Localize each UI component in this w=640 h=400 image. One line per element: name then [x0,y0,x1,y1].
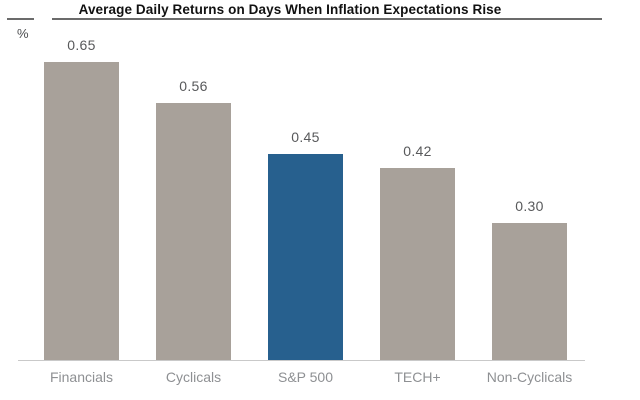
bar-cyclicals [156,103,231,361]
x-axis-label-non-cyclicals: Non-Cyclicals [486,369,573,385]
x-axis-label-financials: Financials [49,369,114,385]
bar-s-p-500 [268,154,343,361]
bar-financials [44,62,119,361]
title-rule [52,18,602,20]
bar-value-label-cyclicals: 0.56 [179,78,208,94]
x-axis-label-cyclicals: Cyclicals [165,369,222,385]
bar-tech [380,168,455,361]
title-rule-left-segment [7,18,34,20]
bar-value-label-non-cyclicals: 0.30 [515,198,544,214]
bar-value-label-tech: 0.42 [403,143,432,159]
chart-title: Average Daily Returns on Days When Infla… [78,2,502,17]
x-axis-label-tech: TECH+ [394,369,441,385]
x-axis-label-s-p-500: S&P 500 [277,369,333,385]
bar-value-label-s-p-500: 0.45 [291,129,320,145]
x-axis-line [18,360,585,361]
y-axis-unit-label: % [17,26,29,41]
bar-non-cyclicals [492,223,567,361]
bar-value-label-financials: 0.65 [67,37,96,53]
